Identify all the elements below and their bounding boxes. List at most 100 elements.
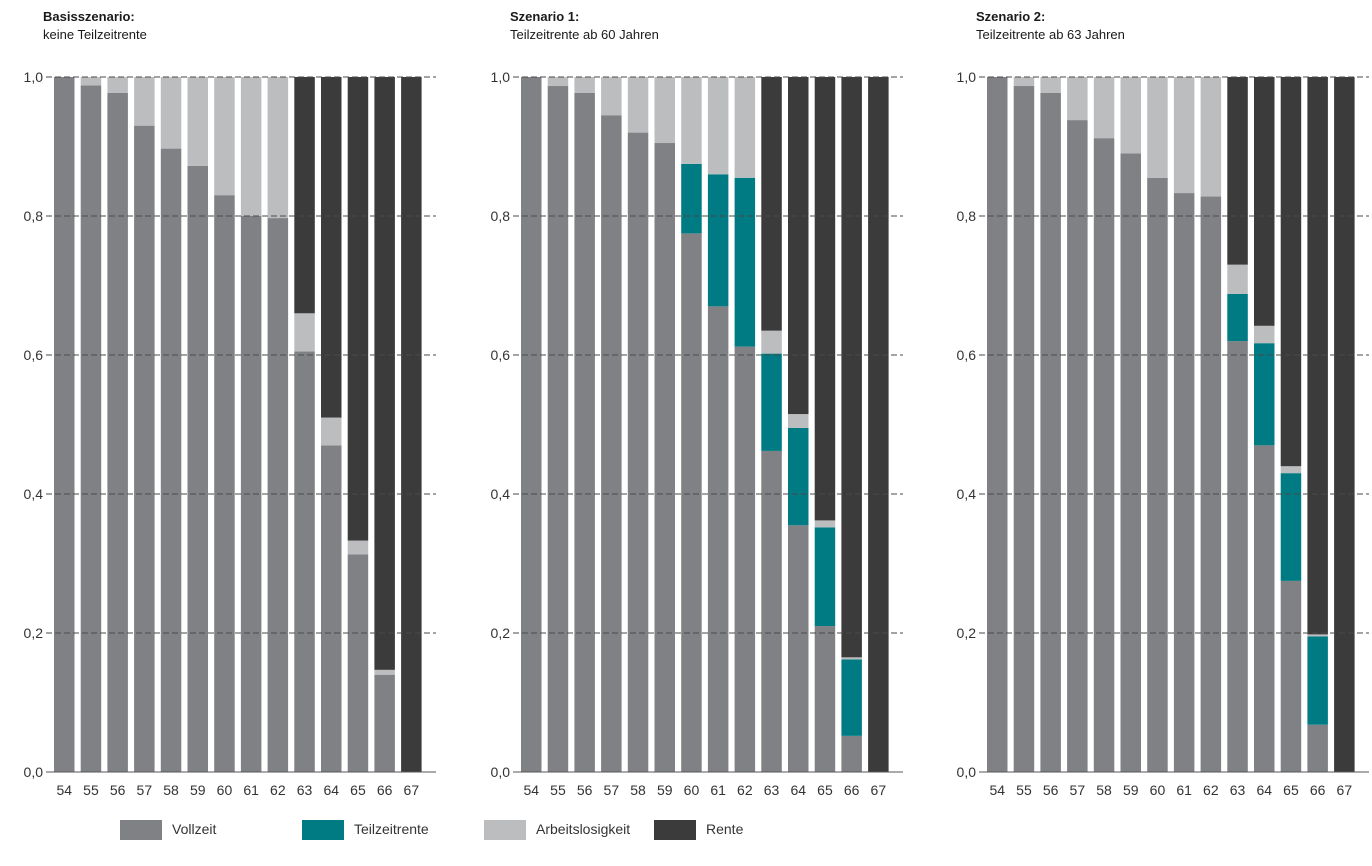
bar-segment-arbeitslosigkeit <box>627 77 649 133</box>
bar-segment-vollzeit <box>1173 193 1195 772</box>
bar-segment-arbeitslosigkeit <box>80 77 102 86</box>
x-tick-label: 58 <box>1096 782 1112 798</box>
bar-segment-vollzeit <box>627 132 649 773</box>
bar-segment-arbeitslosigkeit <box>1093 77 1115 139</box>
bar-segment-arbeitslosigkeit <box>761 330 782 354</box>
x-tick-label: 55 <box>550 782 566 798</box>
bar-segment-rente <box>868 77 889 772</box>
bar-segment-vollzeit <box>681 233 702 773</box>
bar-segment-teilzeitrente <box>1307 636 1328 725</box>
bar-segment-rente <box>374 77 395 670</box>
bar-segment-arbeitslosigkeit <box>134 77 155 126</box>
x-tick-label: 63 <box>764 782 780 798</box>
y-tick-label: 1,0 <box>957 69 977 85</box>
x-tick-label: 65 <box>1283 782 1299 798</box>
bar-segment-vollzeit <box>707 306 729 772</box>
x-tick-label: 66 <box>844 782 860 798</box>
bar-segment-arbeitslosigkeit <box>321 417 342 446</box>
bar-segment-vollzeit <box>107 92 128 773</box>
panel-title-szenario-1: Szenario 1: Teilzeitrente ab 60 Jahren <box>510 8 659 44</box>
x-tick-label: 67 <box>404 782 420 798</box>
bar-segment-vollzeit <box>1120 153 1141 772</box>
bar-segment-arbeitslosigkeit <box>214 77 235 196</box>
bar-segment-teilzeitrente <box>761 353 782 451</box>
bar-segment-arbeitslosigkeit <box>681 77 702 164</box>
bar-segment-arbeitslosigkeit <box>1280 466 1302 474</box>
bar-segment-arbeitslosigkeit <box>734 77 756 178</box>
bar-segment-arbeitslosigkeit <box>1200 77 1222 197</box>
legend-swatch-rente <box>654 820 696 840</box>
x-tick-label: 63 <box>1230 782 1246 798</box>
bar-segment-teilzeitrente <box>814 527 836 627</box>
x-tick-label: 59 <box>190 782 206 798</box>
bar-segment-vollzeit <box>1013 86 1035 772</box>
bar-segment-vollzeit <box>267 218 289 772</box>
bar-segment-arbeitslosigkeit <box>1227 264 1248 294</box>
bar-segment-arbeitslosigkeit <box>1040 77 1061 93</box>
bar-segment-rente <box>761 77 782 331</box>
bar-segment-vollzeit <box>788 525 809 772</box>
bar-segment-vollzeit <box>734 346 756 772</box>
bar-segment-teilzeitrente <box>1280 473 1302 581</box>
legend: Vollzeit Teilzeitrente Arbeitslosigkeit … <box>0 818 1372 848</box>
x-tick-label: 59 <box>657 782 673 798</box>
bar-segment-rente <box>294 77 315 314</box>
x-tick-label: 62 <box>1203 782 1219 798</box>
x-tick-label: 61 <box>1176 782 1192 798</box>
legend-label: Teilzeitrente <box>354 821 429 837</box>
bar-segment-vollzeit <box>294 351 315 772</box>
x-tick-label: 57 <box>604 782 620 798</box>
bar-segment-vollzeit <box>1227 341 1248 772</box>
x-tick-label: 59 <box>1123 782 1139 798</box>
x-tick-label: 67 <box>871 782 887 798</box>
x-tick-label: 55 <box>83 782 99 798</box>
bar-segment-teilzeitrente <box>681 163 702 234</box>
x-tick-label: 58 <box>630 782 646 798</box>
bar-segment-rente <box>814 77 836 521</box>
x-tick-label: 56 <box>110 782 126 798</box>
panel-title-basis: Basisszenario: keine Teilzeitrente <box>43 8 147 44</box>
chart-title: Szenario 1: <box>510 9 580 24</box>
y-tick-label: 0,2 <box>491 625 511 641</box>
x-tick-label: 67 <box>1337 782 1353 798</box>
bar-segment-vollzeit <box>761 450 782 772</box>
x-tick-label: 62 <box>270 782 286 798</box>
bar-segment-vollzeit <box>547 86 569 772</box>
stacked-bar-chart: 54 55 56 57 58 59 60 61 62 63 64 65 66 67 0,0 0,2 0,4 0,6… <box>957 69 1369 798</box>
x-tick-label: 57 <box>137 782 153 798</box>
bar-segment-teilzeitrente <box>1227 293 1248 342</box>
x-tick-label: 61 <box>710 782 726 798</box>
bar-segment-vollzeit <box>841 735 862 772</box>
bar-segment-teilzeitrente <box>707 174 729 307</box>
bar-segment-arbeitslosigkeit <box>294 313 315 352</box>
bar-segment-arbeitslosigkeit <box>547 77 569 87</box>
x-tick-label: 62 <box>737 782 753 798</box>
bar-segment-arbeitslosigkeit <box>107 77 128 93</box>
y-tick-label: 0,8 <box>491 208 511 224</box>
bar-segment-vollzeit <box>347 554 369 772</box>
bar-segment-vollzeit <box>187 165 208 772</box>
y-tick-label: 0,4 <box>24 486 44 502</box>
bar-segment-vollzeit <box>1307 724 1328 772</box>
bar-segment-arbeitslosigkeit <box>1067 77 1088 121</box>
x-tick-label: 61 <box>243 782 259 798</box>
bar-segment-arbeitslosigkeit <box>267 77 289 219</box>
bar-segment-arbeitslosigkeit <box>1013 77 1035 87</box>
x-tick-label: 63 <box>297 782 313 798</box>
bar-segment-teilzeitrente <box>1254 343 1275 446</box>
bar-segment-vollzeit <box>1200 196 1222 773</box>
x-tick-label: 66 <box>377 782 393 798</box>
legend-swatch-vollzeit <box>120 820 162 840</box>
legend-label: Arbeitslosigkeit <box>536 821 631 837</box>
bar-segment-teilzeitrente <box>734 177 756 347</box>
legend-label: Rente <box>706 821 744 837</box>
y-tick-label: 0,6 <box>24 347 44 363</box>
x-tick-label: 55 <box>1016 782 1032 798</box>
bar-segment-vollzeit <box>214 195 235 772</box>
bar-segment-arbeitslosigkeit <box>574 77 595 93</box>
x-tick-label: 60 <box>684 782 700 798</box>
bar-segment-teilzeitrente <box>788 427 809 526</box>
bar-segment-vollzeit <box>987 77 1008 772</box>
chart-subtitle: Teilzeitrente ab 63 Jahren <box>976 27 1125 42</box>
bar-segment-vollzeit <box>814 626 836 772</box>
